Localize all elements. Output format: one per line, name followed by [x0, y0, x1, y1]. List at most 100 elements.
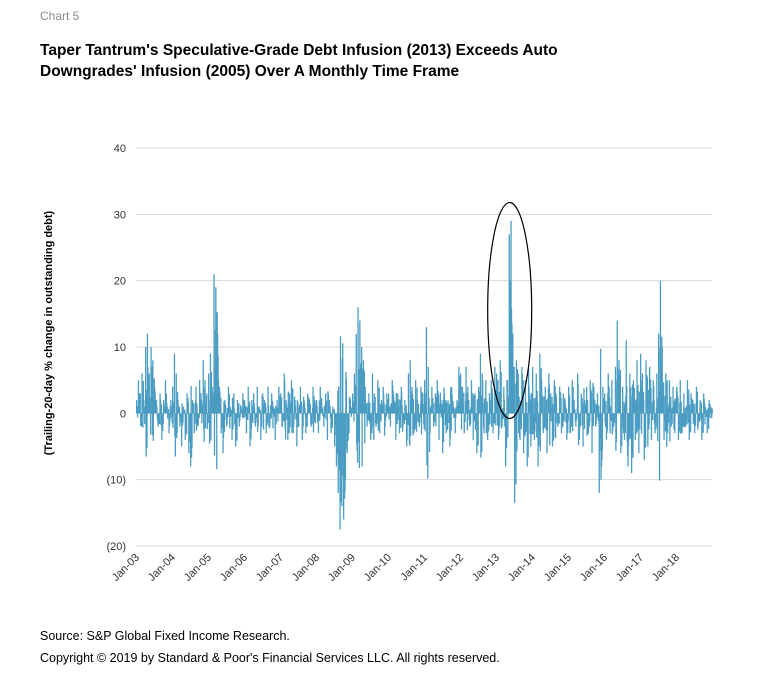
- bar: [488, 393, 491, 414]
- bar: [274, 413, 276, 440]
- bar: [149, 413, 152, 435]
- bar: [306, 413, 308, 427]
- bar: [261, 413, 263, 427]
- bar: [454, 413, 456, 434]
- bar: [151, 413, 154, 436]
- bar: [632, 380, 635, 414]
- bar: [663, 413, 665, 440]
- bar: [309, 404, 311, 414]
- bar: [371, 373, 374, 414]
- bar: [298, 404, 301, 414]
- bar: [269, 413, 271, 427]
- bar: [562, 413, 564, 428]
- bar: [318, 400, 320, 414]
- bar: [664, 396, 666, 414]
- bar: [463, 413, 465, 434]
- bar: [534, 413, 536, 432]
- bar: [366, 413, 369, 421]
- bar: [707, 407, 709, 414]
- bar: [446, 402, 448, 414]
- bar: [191, 413, 193, 448]
- bar: [502, 407, 504, 414]
- bar: [592, 382, 594, 414]
- x-tick-label: Jan-03: [110, 552, 142, 584]
- bar: [542, 413, 545, 434]
- bar: [615, 413, 617, 443]
- bar: [317, 413, 320, 434]
- bar: [394, 402, 397, 414]
- bar: [659, 280, 662, 414]
- bar: [304, 408, 306, 414]
- bar: [500, 372, 502, 414]
- bar: [550, 393, 552, 414]
- bar: [171, 413, 173, 424]
- bar: [628, 413, 631, 437]
- bar: [184, 413, 186, 440]
- bar: [473, 413, 476, 421]
- bar: [531, 413, 533, 435]
- bar: [574, 409, 576, 414]
- bar: [273, 408, 275, 414]
- bar: [356, 413, 359, 463]
- bar: [412, 398, 415, 414]
- bar: [233, 408, 235, 414]
- bar: [658, 413, 661, 481]
- bar: [267, 386, 269, 414]
- bar: [559, 386, 561, 414]
- bar: [450, 387, 452, 414]
- bar: [526, 413, 528, 467]
- bar: [171, 405, 173, 414]
- bar: [503, 400, 505, 414]
- bar: [209, 353, 212, 414]
- bar: [243, 413, 245, 419]
- bar: [614, 366, 617, 414]
- bar: [647, 389, 649, 414]
- bar: [401, 392, 403, 414]
- bar: [480, 395, 482, 414]
- bar: [551, 396, 553, 414]
- bar: [352, 393, 354, 414]
- chart-title-line2: Downgrades' Infusion (2005) Over A Month…: [40, 63, 460, 80]
- bar: [705, 413, 707, 416]
- bar: [409, 360, 411, 414]
- bar: [231, 397, 234, 414]
- bar: [375, 413, 377, 427]
- bar: [653, 400, 655, 414]
- bar: [258, 408, 261, 414]
- bar: [209, 413, 211, 437]
- bar: [325, 400, 328, 414]
- bar: [669, 413, 671, 442]
- bar: [545, 399, 548, 414]
- bar: [293, 413, 295, 427]
- bar: [223, 401, 225, 414]
- bar: [145, 389, 148, 414]
- bar: [583, 388, 585, 414]
- bar: [454, 408, 456, 414]
- x-tick-label: Jan-12: [434, 552, 466, 584]
- bar: [515, 360, 518, 414]
- bar: [338, 386, 340, 414]
- bar: [530, 413, 532, 447]
- bar: [536, 402, 539, 414]
- bar: [194, 413, 196, 424]
- bar: [299, 386, 302, 414]
- bar: [438, 413, 440, 440]
- bar: [519, 413, 521, 440]
- bar: [656, 373, 658, 414]
- bar: [388, 413, 390, 420]
- bar: [227, 413, 229, 418]
- bar: [203, 413, 205, 443]
- bar: [262, 396, 264, 414]
- bar: [156, 406, 158, 414]
- bar: [448, 413, 450, 423]
- bar: [685, 413, 687, 419]
- bar: [378, 387, 380, 414]
- bar: [181, 413, 183, 447]
- bar: [640, 413, 643, 434]
- bar: [337, 413, 339, 493]
- bar: [451, 394, 453, 414]
- bar: [485, 380, 487, 414]
- bar: [590, 393, 593, 414]
- bar: [399, 413, 401, 423]
